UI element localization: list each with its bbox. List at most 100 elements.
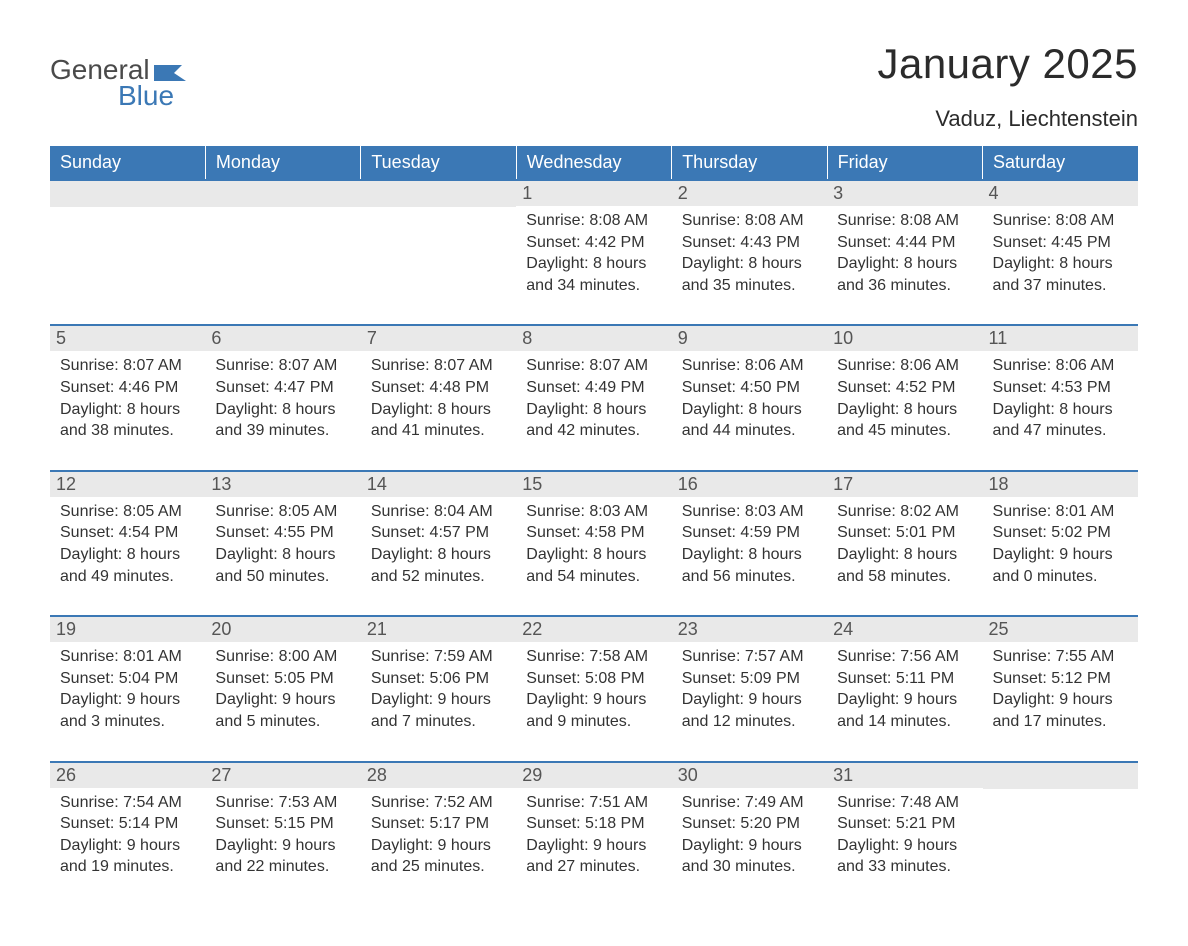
day-number: 28	[361, 763, 516, 788]
day-details: Sunrise: 8:03 AMSunset: 4:59 PMDaylight:…	[680, 501, 819, 587]
day-number	[50, 181, 205, 207]
day-details: Sunrise: 8:08 AMSunset: 4:43 PMDaylight:…	[680, 210, 819, 296]
day-details: Sunrise: 7:59 AMSunset: 5:06 PMDaylight:…	[369, 646, 508, 732]
day-number: 24	[827, 617, 982, 642]
day-details: Sunrise: 8:08 AMSunset: 4:45 PMDaylight:…	[991, 210, 1130, 296]
day-details: Sunrise: 7:55 AMSunset: 5:12 PMDaylight:…	[991, 646, 1130, 732]
day-number: 14	[361, 472, 516, 497]
location-label: Vaduz, Liechtenstein	[877, 106, 1138, 132]
calendar-day-cell: 18 Sunrise: 8:01 AMSunset: 5:02 PMDayligh…	[983, 471, 1138, 616]
day-number: 23	[672, 617, 827, 642]
day-number: 3	[827, 181, 982, 206]
day-details: Sunrise: 7:56 AMSunset: 5:11 PMDaylight:…	[835, 646, 974, 732]
calendar-day-cell: 28 Sunrise: 7:52 AMSunset: 5:17 PMDayligh…	[361, 762, 516, 906]
calendar-day-cell: 20Sunrise: 8:00 AMSunset: 5:05 PMDayligh…	[205, 616, 360, 761]
calendar-header-row: SundayMondayTuesdayWednesdayThursdayFrid…	[50, 146, 1138, 180]
calendar-day-cell: 19 Sunrise: 8:01 AMSunset: 5:04 PMDayligh…	[50, 616, 205, 761]
day-number: 30	[672, 763, 827, 788]
calendar-week-row: 12 Sunrise: 8:05 AMSunset: 4:54 PMDayligh…	[50, 471, 1138, 616]
day-details: Sunrise: 8:07 AMSunset: 4:48 PMDaylight:…	[369, 355, 508, 441]
day-details: Sunrise: 8:07 AMSunset: 4:47 PMDaylight:…	[213, 355, 352, 441]
day-details: Sunrise: 7:52 AMSunset: 5:17 PMDaylight:…	[369, 792, 508, 878]
calendar-day-cell: 26 Sunrise: 7:54 AMSunset: 5:14 PMDayligh…	[50, 762, 205, 906]
day-number: 11	[983, 326, 1138, 351]
day-header: Tuesday	[361, 146, 516, 180]
calendar-day-cell: 16 Sunrise: 8:03 AMSunset: 4:59 PMDayligh…	[672, 471, 827, 616]
day-number: 5	[50, 326, 205, 351]
day-number: 21	[361, 617, 516, 642]
calendar-day-cell	[205, 180, 360, 325]
day-details: Sunrise: 8:01 AMSunset: 5:02 PMDaylight:…	[991, 501, 1130, 587]
day-details: Sunrise: 8:08 AMSunset: 4:42 PMDaylight:…	[524, 210, 663, 296]
day-details: Sunrise: 7:51 AMSunset: 5:18 PMDaylight:…	[524, 792, 663, 878]
calendar-day-cell: 15Sunrise: 8:03 AMSunset: 4:58 PMDayligh…	[516, 471, 671, 616]
day-details: Sunrise: 8:08 AMSunset: 4:44 PMDaylight:…	[835, 210, 974, 296]
day-number: 29	[516, 763, 671, 788]
day-number: 16	[672, 472, 827, 497]
day-details: Sunrise: 7:57 AMSunset: 5:09 PMDaylight:…	[680, 646, 819, 732]
calendar-day-cell: 12 Sunrise: 8:05 AMSunset: 4:54 PMDayligh…	[50, 471, 205, 616]
calendar-day-cell: 9 Sunrise: 8:06 AMSunset: 4:50 PMDaylight…	[672, 325, 827, 470]
day-header: Friday	[827, 146, 982, 180]
calendar-day-cell: 29 Sunrise: 7:51 AMSunset: 5:18 PMDayligh…	[516, 762, 671, 906]
day-number: 26	[50, 763, 205, 788]
day-number: 8	[516, 326, 671, 351]
day-details: Sunrise: 7:54 AMSunset: 5:14 PMDaylight:…	[58, 792, 197, 878]
day-details: Sunrise: 7:49 AMSunset: 5:20 PMDaylight:…	[680, 792, 819, 878]
calendar-day-cell: 7Sunrise: 8:07 AMSunset: 4:48 PMDaylight…	[361, 325, 516, 470]
calendar-day-cell: 3 Sunrise: 8:08 AMSunset: 4:44 PMDaylight…	[827, 180, 982, 325]
day-details: Sunrise: 8:06 AMSunset: 4:53 PMDaylight:…	[991, 355, 1130, 441]
calendar-day-cell: 2 Sunrise: 8:08 AMSunset: 4:43 PMDaylight…	[672, 180, 827, 325]
day-number: 22	[516, 617, 671, 642]
day-number	[361, 181, 516, 207]
day-details: Sunrise: 8:04 AMSunset: 4:57 PMDaylight:…	[369, 501, 508, 587]
calendar-day-cell: 6 Sunrise: 8:07 AMSunset: 4:47 PMDaylight…	[205, 325, 360, 470]
day-details: Sunrise: 7:53 AMSunset: 5:15 PMDaylight:…	[213, 792, 352, 878]
calendar-day-cell: 27 Sunrise: 7:53 AMSunset: 5:15 PMDayligh…	[205, 762, 360, 906]
day-number: 6	[205, 326, 360, 351]
calendar-day-cell: 8 Sunrise: 8:07 AMSunset: 4:49 PMDaylight…	[516, 325, 671, 470]
day-details: Sunrise: 8:01 AMSunset: 5:04 PMDaylight:…	[58, 646, 197, 732]
page-header: General Blue January 2025 Vaduz, Liechte…	[50, 40, 1138, 142]
day-number: 12	[50, 472, 205, 497]
day-details: Sunrise: 8:02 AMSunset: 5:01 PMDaylight:…	[835, 501, 974, 587]
calendar-day-cell: 5 Sunrise: 8:07 AMSunset: 4:46 PMDaylight…	[50, 325, 205, 470]
calendar-day-cell: 17Sunrise: 8:02 AMSunset: 5:01 PMDayligh…	[827, 471, 982, 616]
day-number: 1	[516, 181, 671, 206]
day-header: Wednesday	[516, 146, 671, 180]
calendar-day-cell	[50, 180, 205, 325]
day-details: Sunrise: 8:06 AMSunset: 4:52 PMDaylight:…	[835, 355, 974, 441]
day-number: 18	[983, 472, 1138, 497]
calendar-week-row: 1 Sunrise: 8:08 AMSunset: 4:42 PMDaylight…	[50, 180, 1138, 325]
day-header: Saturday	[983, 146, 1138, 180]
day-number: 19	[50, 617, 205, 642]
day-number: 20	[205, 617, 360, 642]
day-details: Sunrise: 7:58 AMSunset: 5:08 PMDaylight:…	[524, 646, 663, 732]
calendar-day-cell: 4Sunrise: 8:08 AMSunset: 4:45 PMDaylight…	[983, 180, 1138, 325]
day-number: 13	[205, 472, 360, 497]
day-number: 9	[672, 326, 827, 351]
calendar-day-cell: 22 Sunrise: 7:58 AMSunset: 5:08 PMDayligh…	[516, 616, 671, 761]
day-details: Sunrise: 8:07 AMSunset: 4:46 PMDaylight:…	[58, 355, 197, 441]
day-number: 31	[827, 763, 982, 788]
day-number: 2	[672, 181, 827, 206]
day-details: Sunrise: 8:05 AMSunset: 4:54 PMDaylight:…	[58, 501, 197, 587]
calendar-day-cell: 23 Sunrise: 7:57 AMSunset: 5:09 PMDayligh…	[672, 616, 827, 761]
calendar-day-cell: 25 Sunrise: 7:55 AMSunset: 5:12 PMDayligh…	[983, 616, 1138, 761]
day-number: 25	[983, 617, 1138, 642]
calendar-week-row: 19 Sunrise: 8:01 AMSunset: 5:04 PMDayligh…	[50, 616, 1138, 761]
calendar-day-cell: 13 Sunrise: 8:05 AMSunset: 4:55 PMDayligh…	[205, 471, 360, 616]
day-details: Sunrise: 8:05 AMSunset: 4:55 PMDaylight:…	[213, 501, 352, 587]
day-number: 27	[205, 763, 360, 788]
calendar-week-row: 26 Sunrise: 7:54 AMSunset: 5:14 PMDayligh…	[50, 762, 1138, 906]
page-title: January 2025	[877, 40, 1138, 88]
calendar-table: SundayMondayTuesdayWednesdayThursdayFrid…	[50, 146, 1138, 906]
calendar-day-cell: 10Sunrise: 8:06 AMSunset: 4:52 PMDayligh…	[827, 325, 982, 470]
calendar-day-cell: 11 Sunrise: 8:06 AMSunset: 4:53 PMDayligh…	[983, 325, 1138, 470]
day-header: Sunday	[50, 146, 205, 180]
logo: General Blue	[50, 40, 186, 112]
day-details: Sunrise: 8:06 AMSunset: 4:50 PMDaylight:…	[680, 355, 819, 441]
day-details: Sunrise: 8:07 AMSunset: 4:49 PMDaylight:…	[524, 355, 663, 441]
calendar-day-cell: 21 Sunrise: 7:59 AMSunset: 5:06 PMDayligh…	[361, 616, 516, 761]
calendar-day-cell: 1 Sunrise: 8:08 AMSunset: 4:42 PMDaylight…	[516, 180, 671, 325]
